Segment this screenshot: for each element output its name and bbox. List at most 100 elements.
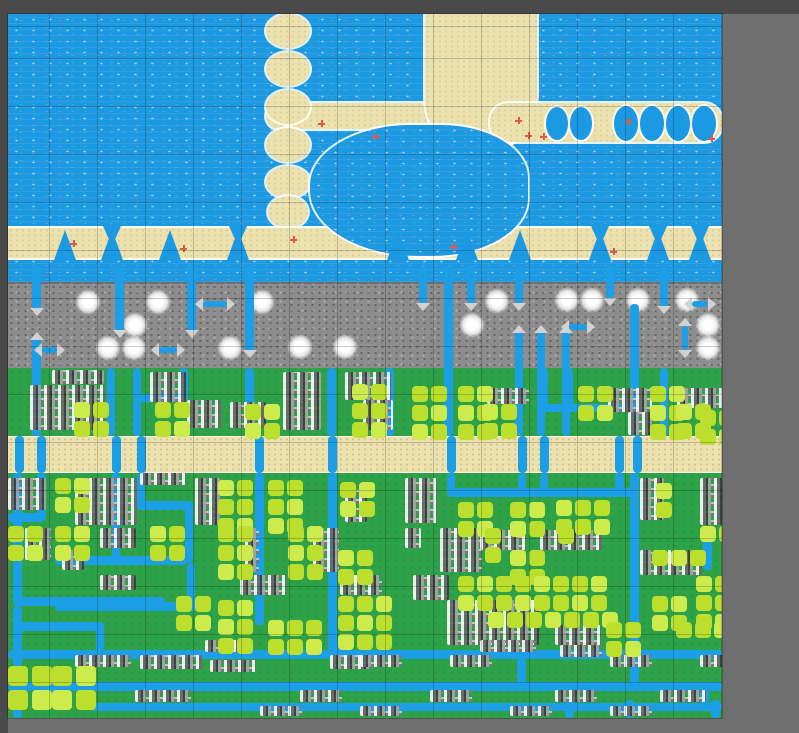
river bbox=[13, 597, 165, 606]
river-road-crossing bbox=[328, 436, 337, 473]
field-square bbox=[352, 384, 368, 400]
field-square bbox=[155, 421, 171, 437]
field-square bbox=[268, 518, 284, 534]
flow-arrow-left-icon bbox=[151, 343, 159, 357]
glow-light-dot bbox=[217, 335, 243, 361]
river bbox=[137, 473, 145, 507]
stream bbox=[515, 266, 523, 305]
flow-shaft bbox=[159, 347, 177, 353]
field-square bbox=[357, 615, 373, 631]
field-square bbox=[553, 576, 569, 592]
red-cross-marker-icon bbox=[318, 120, 325, 127]
sand-lens-island bbox=[266, 166, 310, 198]
flow-arrow-right-icon bbox=[177, 343, 185, 357]
field-plot bbox=[340, 482, 378, 520]
ruin-patch bbox=[140, 473, 186, 485]
flow-arrow-left-icon bbox=[561, 320, 569, 334]
red-cross-marker-icon bbox=[180, 245, 187, 252]
field-square bbox=[572, 576, 588, 592]
field-square bbox=[218, 600, 234, 616]
river bbox=[447, 473, 455, 495]
field-square bbox=[412, 424, 428, 440]
ruin-patch bbox=[700, 478, 722, 525]
ruin-patch bbox=[413, 575, 449, 600]
flow-arrow-down-icon bbox=[242, 350, 257, 358]
field-square bbox=[690, 550, 706, 566]
field-square bbox=[74, 545, 90, 561]
flow-arrow-up-icon bbox=[29, 332, 44, 340]
river bbox=[137, 501, 193, 510]
field-plot bbox=[55, 478, 93, 516]
field-plot bbox=[700, 410, 722, 448]
field-square bbox=[510, 550, 526, 566]
field-plot bbox=[352, 384, 390, 441]
river bbox=[517, 658, 526, 684]
field-square bbox=[591, 576, 607, 592]
red-cross-marker-icon bbox=[515, 117, 522, 124]
field-plot bbox=[218, 600, 256, 657]
field-square bbox=[338, 615, 354, 631]
field-square bbox=[237, 619, 253, 635]
ruin-patch bbox=[610, 655, 652, 667]
river bbox=[711, 700, 720, 718]
stream bbox=[419, 266, 427, 305]
field-plot bbox=[150, 526, 188, 564]
field-square bbox=[93, 421, 109, 437]
field-square bbox=[307, 545, 323, 561]
field-square bbox=[237, 526, 253, 542]
sand-lens-island bbox=[266, 128, 310, 162]
sand-lens-island bbox=[266, 52, 310, 86]
stream bbox=[115, 266, 124, 332]
field-square bbox=[458, 521, 474, 537]
river bbox=[565, 368, 573, 408]
river bbox=[55, 556, 187, 565]
beach-water-wedge bbox=[103, 226, 121, 246]
marker-bar bbox=[321, 120, 323, 127]
field-square bbox=[357, 596, 373, 612]
river bbox=[187, 563, 195, 607]
field-square bbox=[583, 612, 599, 628]
field-square bbox=[150, 526, 166, 542]
field-square bbox=[458, 502, 474, 518]
ruin-patch bbox=[75, 655, 131, 667]
field-square bbox=[371, 403, 387, 419]
ruin-patch bbox=[135, 690, 191, 702]
field-square bbox=[477, 386, 493, 402]
field-square bbox=[564, 612, 580, 628]
field-square bbox=[556, 500, 572, 516]
ruin-patch bbox=[560, 645, 602, 657]
field-square bbox=[340, 501, 356, 517]
field-square bbox=[458, 405, 474, 421]
field-plot bbox=[176, 596, 214, 634]
flow-arrow-down-icon bbox=[416, 303, 430, 311]
field-square bbox=[195, 615, 211, 631]
map-canvas[interactable] bbox=[7, 13, 723, 719]
glow-light-dot bbox=[121, 335, 147, 361]
field-square bbox=[268, 639, 284, 655]
field-square bbox=[606, 622, 622, 638]
ruin-patch bbox=[480, 640, 536, 652]
field-square bbox=[32, 690, 52, 710]
river bbox=[55, 602, 197, 611]
river bbox=[615, 473, 624, 493]
field-square bbox=[477, 502, 493, 518]
field-square bbox=[575, 519, 591, 535]
beach-water-wedge bbox=[456, 230, 478, 260]
ruin-patch bbox=[150, 372, 186, 402]
field-square bbox=[625, 641, 641, 657]
river bbox=[107, 368, 115, 436]
ruin-patch bbox=[283, 372, 321, 430]
field-square bbox=[8, 666, 28, 686]
field-square bbox=[671, 550, 687, 566]
field-square bbox=[529, 521, 545, 537]
field-plot bbox=[55, 526, 93, 564]
flow-arrow-down-icon bbox=[464, 303, 478, 311]
ruin-patch bbox=[677, 388, 722, 408]
ruin-patch bbox=[195, 478, 221, 525]
field-square bbox=[218, 564, 234, 580]
field-square bbox=[371, 422, 387, 438]
river-road-crossing bbox=[255, 436, 264, 473]
beach-water-wedge bbox=[509, 230, 531, 260]
field-square bbox=[245, 404, 261, 420]
ruin-patch bbox=[450, 655, 492, 667]
